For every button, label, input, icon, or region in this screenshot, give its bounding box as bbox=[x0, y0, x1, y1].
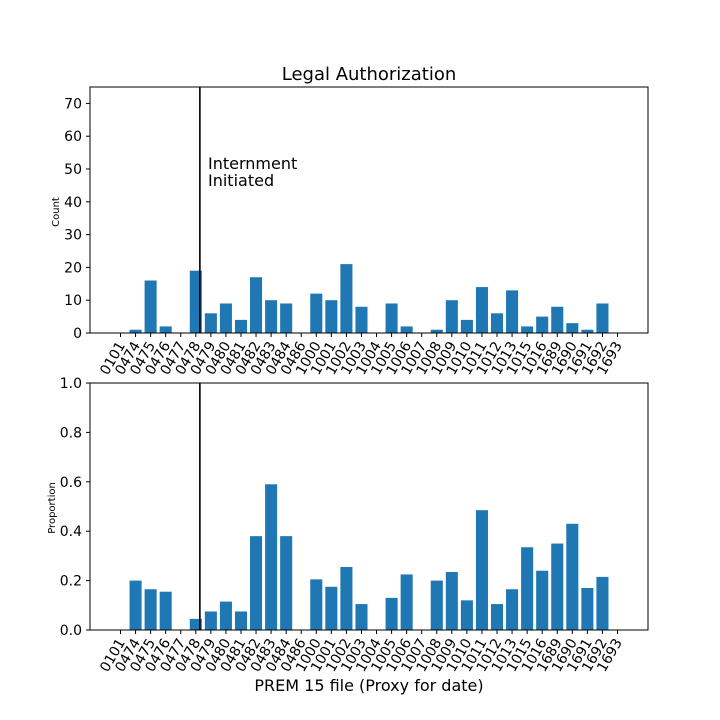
bottom-bar-1005 bbox=[385, 597, 398, 630]
bottom-plot-area: 0.00.20.40.60.81.00101047404750476047704… bbox=[60, 376, 649, 675]
chart-title: Legal Authorization bbox=[282, 64, 457, 85]
bottom-y-tick-label: 0.4 bbox=[60, 524, 82, 540]
annotation-line-1: Internment bbox=[208, 154, 297, 173]
top-bar-1008 bbox=[430, 329, 443, 333]
top-bar-0475 bbox=[144, 280, 157, 333]
x-axis-label: PREM 15 file (Proxy for date) bbox=[254, 676, 483, 695]
top-bar-1690 bbox=[566, 323, 579, 333]
top-bar-1011 bbox=[475, 287, 488, 333]
top-bar-1013 bbox=[506, 290, 519, 333]
top-plot-area: 0102030405060700101047404750476047704780… bbox=[64, 86, 649, 378]
top-bar-1005 bbox=[385, 303, 398, 333]
top-bar-1689 bbox=[551, 306, 564, 333]
bottom-bar-1008 bbox=[430, 580, 443, 630]
annotation-line-2: Initiated bbox=[208, 171, 274, 190]
bottom-y-tick-label: 0.2 bbox=[60, 574, 82, 590]
top-bar-0474 bbox=[129, 329, 142, 333]
bottom-bar-1692 bbox=[596, 576, 609, 630]
top-y-tick-label: 40 bbox=[64, 195, 82, 211]
top-bar-0479 bbox=[204, 313, 217, 333]
bottom-bar-1013 bbox=[506, 589, 519, 630]
top-y-tick-label: 30 bbox=[64, 228, 82, 244]
top-y-tick-label: 70 bbox=[64, 96, 82, 112]
top-bar-1012 bbox=[490, 313, 504, 333]
top-bar-1002 bbox=[340, 264, 353, 333]
top-bar-1010 bbox=[460, 319, 473, 333]
bottom-y-axis-label: Proportion bbox=[47, 482, 58, 534]
bottom-bar-1012 bbox=[490, 604, 504, 630]
top-axes-frame bbox=[89, 86, 649, 334]
top-bar-1016 bbox=[536, 316, 549, 333]
bottom-y-tick-label: 0.8 bbox=[60, 425, 82, 441]
top-bar-0481 bbox=[234, 319, 248, 333]
top-y-tick-label: 10 bbox=[64, 293, 82, 309]
bottom-bar-1006 bbox=[400, 574, 413, 630]
top-bar-1015 bbox=[521, 326, 534, 333]
bottom-bar-1003 bbox=[355, 604, 368, 630]
bottom-bar-0481 bbox=[234, 611, 248, 630]
top-bar-1009 bbox=[445, 300, 458, 333]
top-y-tick-label: 50 bbox=[64, 162, 82, 178]
bottom-bar-0484 bbox=[280, 536, 293, 630]
bottom-y-tick-label: 0.6 bbox=[60, 475, 82, 491]
bottom-bar-0475 bbox=[144, 589, 157, 630]
bottom-bar-1001 bbox=[325, 586, 338, 630]
top-y-tick-label: 0 bbox=[73, 326, 82, 342]
bottom-bar-1000 bbox=[310, 579, 323, 630]
top-bar-0484 bbox=[280, 303, 293, 333]
top-y-tick-label: 20 bbox=[64, 260, 82, 276]
bottom-bar-0482 bbox=[250, 536, 263, 630]
bottom-bar-1691 bbox=[581, 588, 594, 630]
top-bar-0476 bbox=[159, 326, 172, 333]
bottom-bar-1002 bbox=[340, 567, 353, 630]
bottom-bar-1015 bbox=[521, 547, 534, 630]
bottom-bar-0478 bbox=[189, 618, 202, 630]
top-bar-1001 bbox=[325, 300, 338, 333]
bottom-axes-frame bbox=[89, 382, 649, 631]
bottom-bar-0474 bbox=[129, 580, 142, 630]
bottom-y-tick-label: 0.0 bbox=[60, 623, 82, 639]
bottom-bar-0483 bbox=[265, 484, 278, 630]
top-bar-1691 bbox=[581, 329, 594, 333]
bottom-bar-1016 bbox=[536, 570, 549, 630]
top-bar-0480 bbox=[219, 303, 232, 333]
top-bar-0483 bbox=[265, 300, 278, 333]
bottom-y-tick-label: 1.0 bbox=[60, 376, 82, 392]
top-y-tick-label: 60 bbox=[64, 129, 82, 145]
bottom-bar-1690 bbox=[566, 523, 579, 630]
top-bar-0478 bbox=[189, 270, 202, 333]
top-y-axis-label: Count bbox=[51, 197, 62, 227]
top-bar-1003 bbox=[355, 306, 368, 333]
top-bar-0482 bbox=[250, 277, 263, 333]
bottom-bar-1011 bbox=[475, 510, 488, 630]
top-bar-1000 bbox=[310, 293, 323, 333]
bottom-bar-1010 bbox=[460, 600, 473, 630]
bottom-bar-0480 bbox=[219, 601, 232, 630]
bottom-bar-0476 bbox=[159, 591, 172, 630]
bottom-bar-1009 bbox=[445, 571, 458, 630]
top-bar-1692 bbox=[596, 303, 609, 333]
top-bar-1006 bbox=[400, 326, 413, 333]
bottom-bar-1689 bbox=[551, 543, 564, 630]
bottom-bar-0479 bbox=[204, 611, 217, 630]
